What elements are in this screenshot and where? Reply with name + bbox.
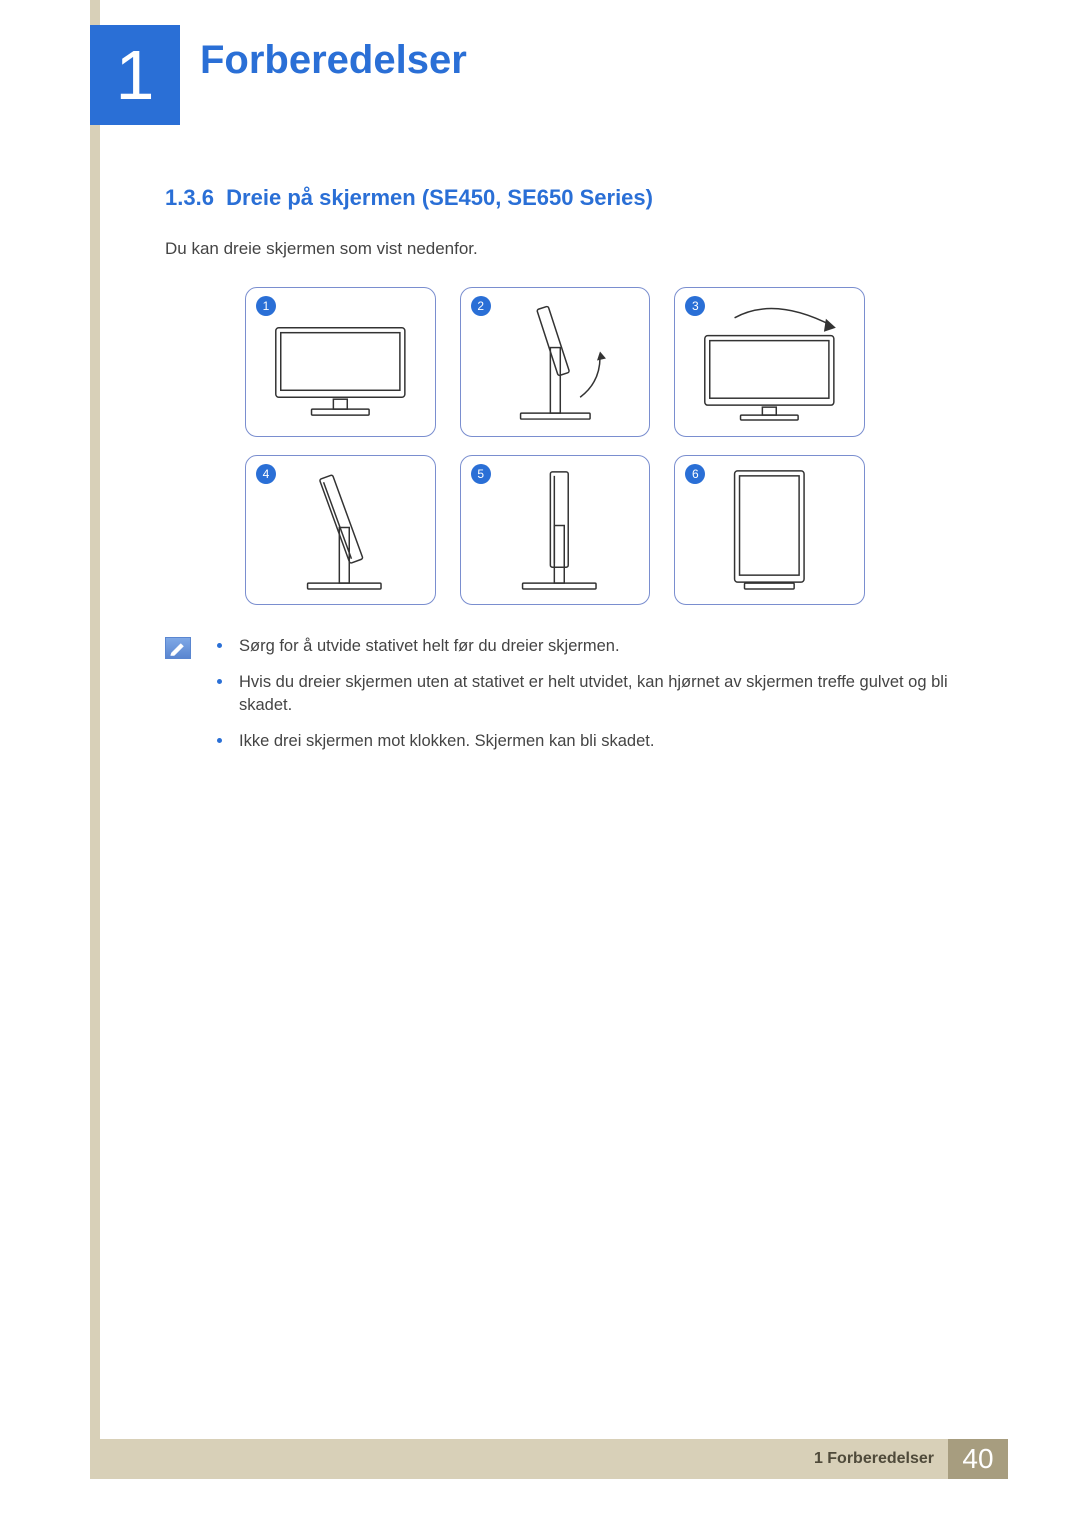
chapter-title: Forberedelser (200, 38, 467, 83)
note-item: Ikke drei skjermen mot klokken. Skjermen… (211, 730, 995, 752)
monitor-side-raise-icon (461, 288, 650, 437)
diagram-cell-6: 6 (674, 455, 865, 605)
section-intro: Du kan dreie skjermen som vist nedenfor. (165, 239, 995, 259)
diagram-cell-1: 1 (245, 287, 436, 437)
diagram-cell-3: 3 (674, 287, 865, 437)
note-pencil-icon (165, 637, 191, 659)
monitor-landscape-icon (246, 288, 435, 437)
monitor-portrait-icon (675, 456, 864, 605)
monitor-side-upright-icon (461, 456, 650, 605)
section-number: 1.3.6 (165, 185, 214, 210)
monitor-side-tilt-icon (246, 456, 435, 605)
footer-label: 1 Forberedelser (814, 1450, 934, 1468)
diagram-cell-2: 2 (460, 287, 651, 437)
note-list: Sørg for å utvide stativet helt før du d… (211, 635, 995, 766)
diagram-grid: 1 2 (245, 287, 865, 605)
note-item: Sørg for å utvide stativet helt før du d… (211, 635, 995, 657)
section-title: Dreie på skjermen (SE450, SE650 Series) (226, 185, 653, 210)
chapter-number-badge: 1 (90, 25, 180, 125)
page-content: 1.3.6 Dreie på skjermen (SE450, SE650 Se… (165, 185, 995, 766)
monitor-rotate-arrow-icon (675, 288, 864, 437)
note-block: Sørg for å utvide stativet helt før du d… (165, 635, 995, 766)
diagram-cell-5: 5 (460, 455, 651, 605)
chapter-number: 1 (116, 40, 155, 110)
footer-page-number: 40 (948, 1439, 1008, 1479)
side-stripe (90, 0, 100, 1440)
note-item: Hvis du dreier skjermen uten at stativet… (211, 671, 995, 716)
section-heading: 1.3.6 Dreie på skjermen (SE450, SE650 Se… (165, 185, 995, 211)
footer-bar: 1 Forberedelser 40 (90, 1439, 1008, 1479)
diagram-cell-4: 4 (245, 455, 436, 605)
